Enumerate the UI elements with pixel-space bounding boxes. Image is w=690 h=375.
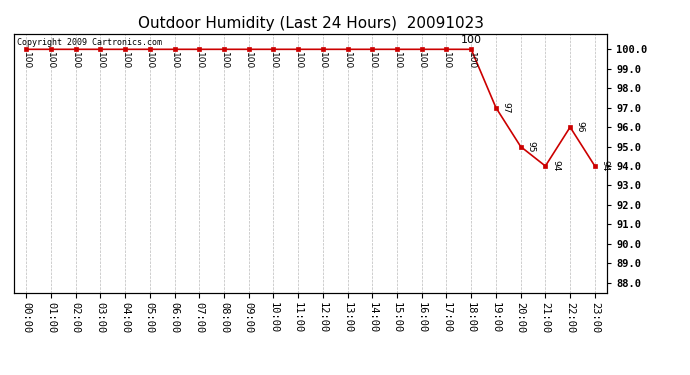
Text: 100: 100 <box>294 52 303 69</box>
Text: 100: 100 <box>466 52 475 69</box>
Text: 97: 97 <box>502 102 511 113</box>
Text: Copyright 2009 Cartronics.com: Copyright 2009 Cartronics.com <box>17 38 161 46</box>
Text: 100: 100 <box>442 52 451 69</box>
Title: Outdoor Humidity (Last 24 Hours)  20091023: Outdoor Humidity (Last 24 Hours) 2009102… <box>137 16 484 31</box>
Text: 100: 100 <box>21 52 30 69</box>
Text: 100: 100 <box>393 52 402 69</box>
Text: 100: 100 <box>269 52 278 69</box>
Text: 100: 100 <box>461 35 482 45</box>
Text: 100: 100 <box>244 52 253 69</box>
Text: 100: 100 <box>146 52 155 69</box>
Text: 94: 94 <box>551 160 560 172</box>
Text: 100: 100 <box>219 52 228 69</box>
Text: 100: 100 <box>170 52 179 69</box>
Text: 100: 100 <box>417 52 426 69</box>
Text: 96: 96 <box>575 122 584 133</box>
Text: 95: 95 <box>526 141 535 152</box>
Text: 100: 100 <box>46 52 55 69</box>
Text: 94: 94 <box>600 160 609 172</box>
Text: 100: 100 <box>368 52 377 69</box>
Text: 100: 100 <box>121 52 130 69</box>
Text: 100: 100 <box>343 52 352 69</box>
Text: 100: 100 <box>71 52 80 69</box>
Text: 100: 100 <box>96 52 105 69</box>
Text: 100: 100 <box>318 52 327 69</box>
Text: 100: 100 <box>195 52 204 69</box>
